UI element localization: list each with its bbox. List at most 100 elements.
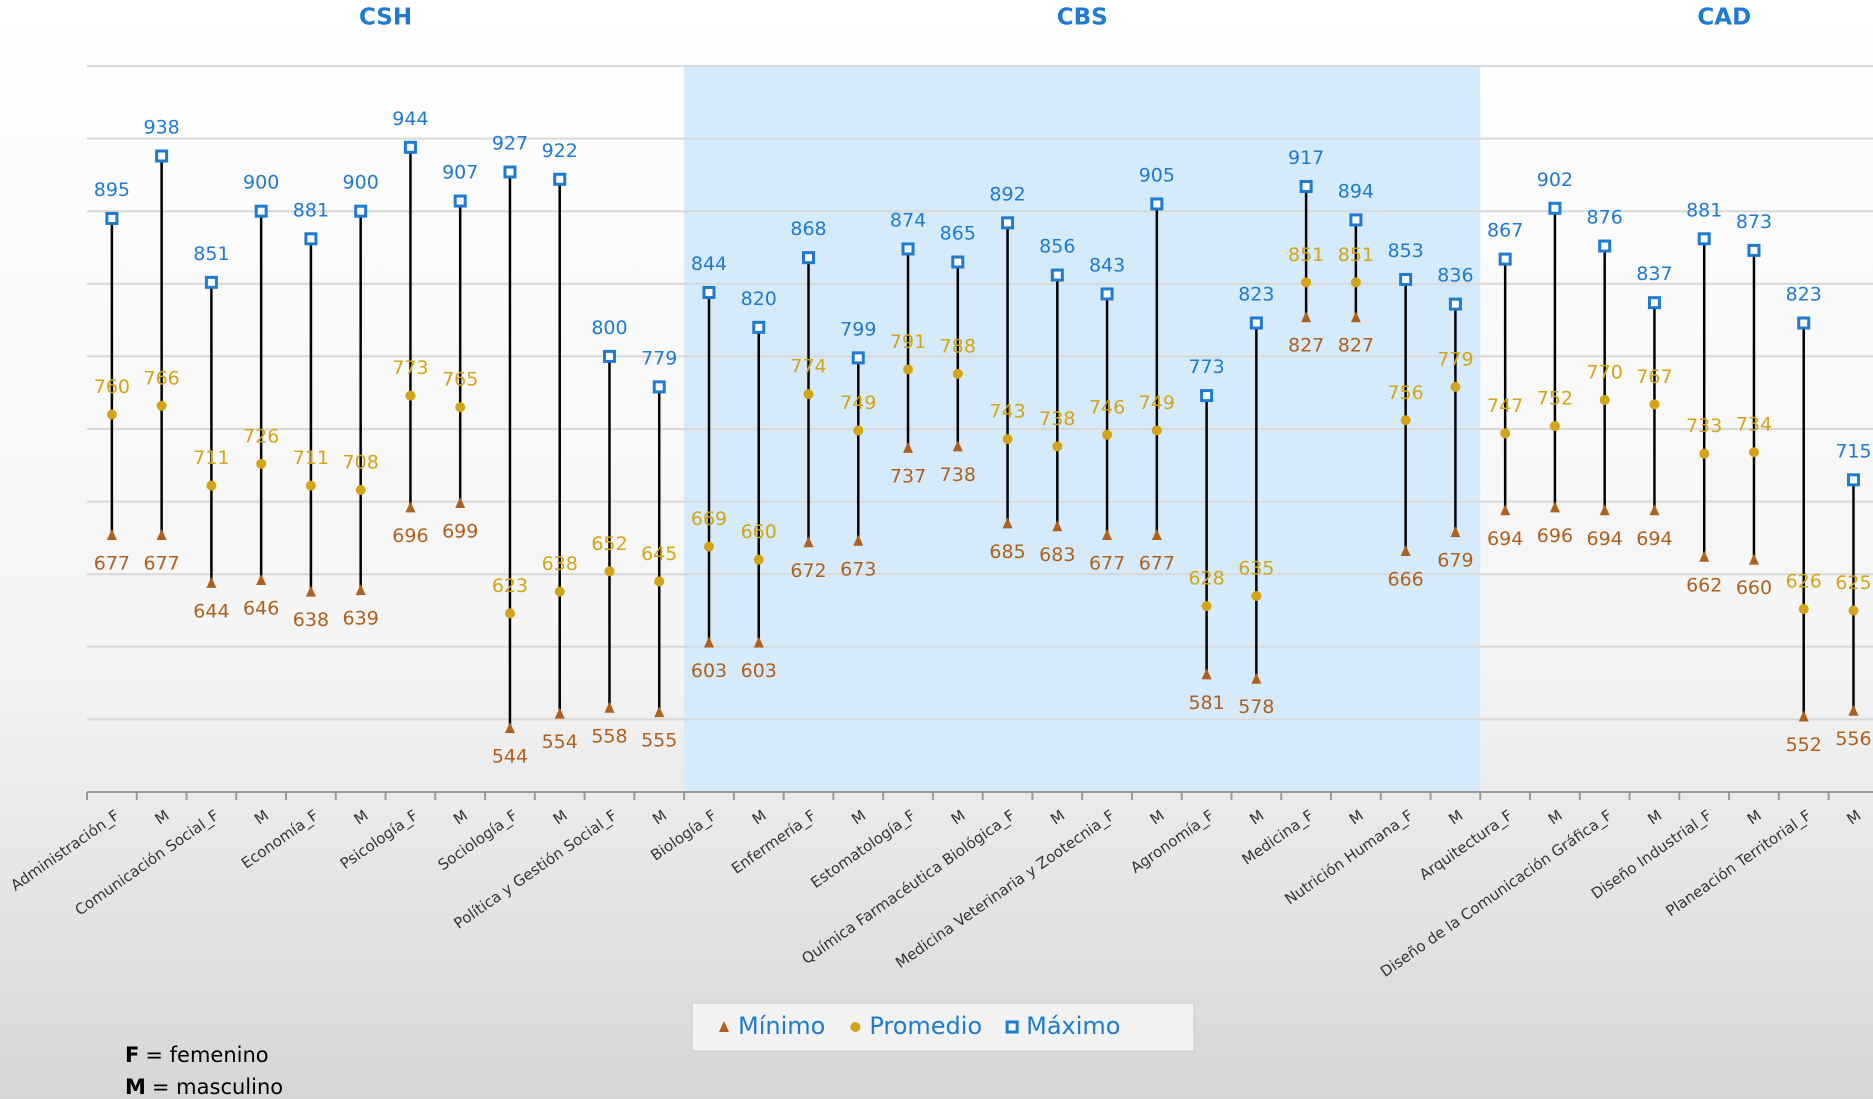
- avg-label: 749: [1139, 392, 1175, 414]
- max-marker: [1299, 180, 1313, 194]
- max-label: 907: [442, 162, 478, 184]
- avg-marker: [903, 364, 914, 375]
- avg-marker: [1848, 605, 1859, 616]
- max-label: 868: [790, 218, 826, 240]
- x-tick-label: Agronomía_F: [1127, 806, 1218, 878]
- x-tick-label: M: [1047, 806, 1068, 828]
- max-marker: [105, 211, 119, 225]
- group-label: CAD: [1697, 5, 1751, 31]
- avg-marker: [1102, 429, 1113, 440]
- avg-label: 773: [392, 357, 428, 379]
- max-label: 881: [293, 199, 329, 221]
- min-marker: [1848, 704, 1859, 716]
- min-label: 603: [741, 660, 777, 682]
- avg-marker: [1002, 434, 1013, 445]
- avg-marker: [554, 586, 565, 597]
- avg-marker: [1450, 381, 1461, 392]
- max-marker: [354, 204, 368, 218]
- avg-label: 652: [591, 533, 627, 555]
- max-label: 799: [840, 318, 876, 340]
- max-marker: [901, 242, 915, 256]
- min-marker: [654, 706, 665, 718]
- avg-marker: [305, 480, 316, 491]
- max-marker: [1697, 232, 1711, 246]
- avg-label: 788: [940, 335, 976, 357]
- group-label: CSH: [359, 5, 412, 31]
- min-label: 683: [1039, 544, 1075, 566]
- min-marker: [803, 536, 814, 548]
- min-marker: [903, 441, 914, 453]
- x-tick-label: M: [1246, 806, 1267, 828]
- group-label: CBS: [1057, 5, 1108, 31]
- avg-marker: [1301, 277, 1312, 288]
- x-tick-label: M: [749, 806, 770, 828]
- min-label: 558: [591, 725, 627, 747]
- avg-label: 791: [890, 331, 926, 353]
- max-marker: [1747, 243, 1761, 257]
- avg-marker: [1500, 428, 1511, 439]
- max-marker: [254, 204, 268, 218]
- min-marker: [156, 528, 167, 540]
- avg-label: 623: [492, 575, 528, 597]
- avg-label: 711: [193, 447, 229, 469]
- avg-label: 767: [1636, 366, 1672, 388]
- max-marker: [1100, 287, 1114, 301]
- min-marker: [952, 440, 963, 452]
- min-marker: [1251, 672, 1262, 684]
- avg-label: 756: [1388, 382, 1424, 404]
- max-label: 823: [1238, 284, 1274, 306]
- x-tick-label: M: [948, 806, 969, 828]
- legend-box: [691, 1002, 1195, 1052]
- min-marker: [1798, 710, 1809, 722]
- x-tick-label: M: [152, 806, 173, 828]
- avg-marker: [504, 608, 515, 619]
- max-label: 715: [1835, 440, 1871, 462]
- min-label: 685: [989, 541, 1025, 563]
- avg-marker: [106, 409, 117, 420]
- min-label: 638: [293, 609, 329, 631]
- min-label: 662: [1686, 574, 1722, 596]
- max-marker: [752, 320, 766, 334]
- max-label: 881: [1686, 199, 1722, 221]
- min-label: 603: [691, 660, 727, 682]
- max-marker: [1498, 252, 1512, 266]
- avg-marker: [654, 576, 665, 587]
- avg-label: 749: [840, 392, 876, 414]
- avg-label: 734: [1736, 414, 1772, 436]
- min-marker: [1350, 311, 1361, 323]
- max-marker: [602, 349, 616, 363]
- max-marker: [553, 172, 567, 186]
- max-marker: [1548, 201, 1562, 215]
- min-label: 699: [442, 521, 478, 543]
- x-tick-label: Economía_F: [238, 806, 322, 873]
- min-label: 694: [1587, 528, 1623, 550]
- x-tick-label: M: [1445, 806, 1466, 828]
- min-label: 556: [1835, 728, 1871, 750]
- min-label: 677: [1139, 552, 1175, 574]
- avg-label: 770: [1587, 361, 1623, 383]
- max-label: 836: [1437, 265, 1473, 287]
- avg-marker: [853, 425, 864, 436]
- max-label: 856: [1039, 236, 1075, 258]
- min-label: 639: [343, 608, 379, 630]
- max-label: 944: [392, 108, 428, 130]
- avg-marker: [1400, 415, 1411, 426]
- avg-marker: [803, 389, 814, 400]
- max-label: 779: [641, 347, 677, 369]
- max-marker: [204, 275, 218, 289]
- min-label: 677: [94, 552, 130, 574]
- avg-marker: [1699, 448, 1710, 459]
- footnote-text: = masculino: [152, 1075, 283, 1099]
- max-label: 905: [1139, 164, 1175, 186]
- legend-marker: [1005, 1020, 1019, 1034]
- max-marker: [702, 286, 716, 300]
- min-label: 544: [492, 746, 528, 768]
- avg-label: 626: [1786, 571, 1822, 593]
- min-marker: [554, 707, 565, 719]
- min-marker: [604, 701, 615, 713]
- avg-label: 635: [1238, 557, 1274, 579]
- max-label: 800: [591, 317, 627, 339]
- avg-label: 711: [293, 447, 329, 469]
- max-marker: [1349, 213, 1363, 227]
